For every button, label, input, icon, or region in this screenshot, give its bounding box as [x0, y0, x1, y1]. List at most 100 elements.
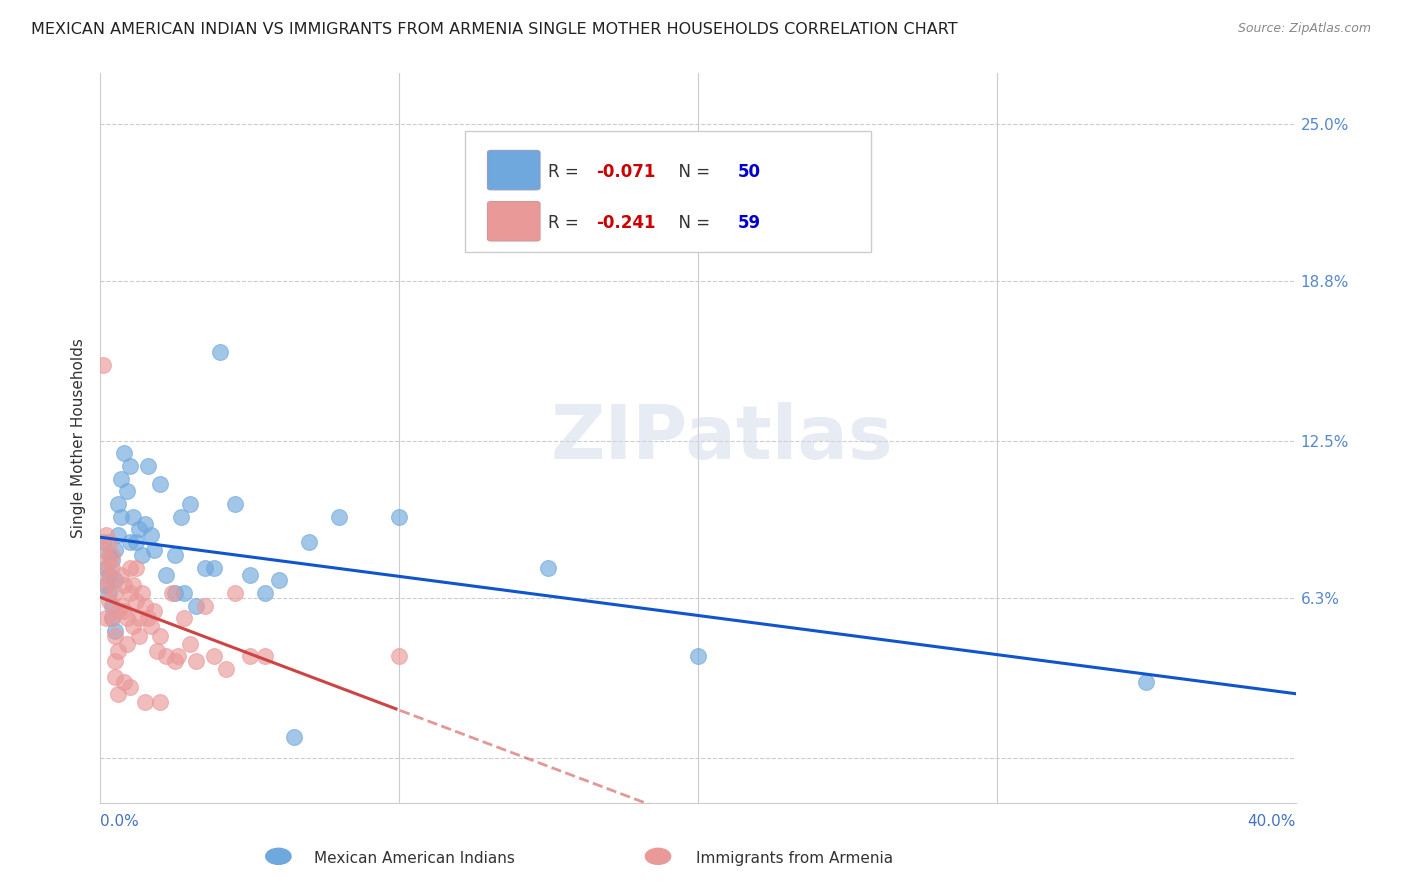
Point — [125, 593, 148, 607]
FancyBboxPatch shape — [465, 131, 872, 252]
Point — [94, 578, 117, 592]
Point — [115, 637, 138, 651]
Point — [98, 568, 121, 582]
Point — [208, 345, 231, 359]
Point — [202, 560, 225, 574]
Point — [104, 670, 127, 684]
Point — [118, 560, 141, 574]
Point — [101, 560, 124, 574]
Point — [1135, 674, 1157, 689]
Point — [115, 484, 138, 499]
Point — [112, 604, 135, 618]
Text: -0.071: -0.071 — [596, 162, 655, 180]
Point — [194, 560, 217, 574]
Point — [107, 604, 129, 618]
Point — [112, 578, 135, 592]
Point — [388, 649, 411, 664]
Point — [238, 649, 260, 664]
Point — [104, 624, 127, 638]
Point — [110, 568, 132, 582]
Point — [94, 560, 117, 574]
Point — [224, 586, 246, 600]
Point — [110, 599, 132, 613]
Point — [118, 459, 141, 474]
Point — [94, 560, 117, 574]
Point — [112, 446, 135, 460]
Point — [155, 649, 177, 664]
Text: Mexican American Indians: Mexican American Indians — [315, 851, 515, 865]
Point — [184, 599, 207, 613]
Text: 0.0%: 0.0% — [100, 814, 139, 829]
Point — [101, 599, 124, 613]
Point — [173, 586, 195, 600]
Point — [139, 527, 162, 541]
Text: ZIPatlas: ZIPatlas — [551, 401, 893, 475]
Point — [122, 509, 145, 524]
Point — [173, 611, 195, 625]
Point — [104, 573, 127, 587]
Point — [134, 695, 156, 709]
Point — [142, 604, 165, 618]
Point — [179, 497, 201, 511]
Point — [122, 619, 145, 633]
Text: N =: N = — [668, 214, 716, 232]
Point — [131, 586, 153, 600]
Point — [104, 654, 127, 668]
Point — [98, 553, 121, 567]
Point — [118, 680, 141, 694]
Point — [98, 573, 121, 587]
Point — [125, 560, 148, 574]
Point — [283, 731, 305, 745]
Text: R =: R = — [548, 162, 585, 180]
Point — [128, 523, 150, 537]
Point — [686, 649, 709, 664]
Point — [98, 586, 121, 600]
Point — [163, 654, 186, 668]
Point — [125, 535, 148, 549]
Point — [104, 586, 127, 600]
Point — [149, 476, 172, 491]
Point — [101, 611, 124, 625]
Point — [134, 599, 156, 613]
Point — [104, 542, 127, 557]
Point — [107, 527, 129, 541]
Point — [149, 629, 172, 643]
Point — [136, 611, 159, 625]
Point — [112, 674, 135, 689]
Point — [298, 535, 321, 549]
Point — [107, 644, 129, 658]
Point — [107, 497, 129, 511]
Point — [146, 644, 169, 658]
Point — [101, 548, 124, 562]
Point — [149, 695, 172, 709]
FancyBboxPatch shape — [488, 151, 540, 190]
Point — [170, 509, 193, 524]
Point — [122, 578, 145, 592]
Point — [163, 586, 186, 600]
Point — [388, 509, 411, 524]
Point — [98, 548, 121, 562]
Point — [128, 611, 150, 625]
Point — [238, 568, 260, 582]
Point — [194, 599, 217, 613]
Text: 59: 59 — [737, 214, 761, 232]
Point — [136, 459, 159, 474]
Point — [98, 593, 121, 607]
Point — [142, 542, 165, 557]
Point — [328, 509, 350, 524]
Point — [110, 509, 132, 524]
Point — [110, 472, 132, 486]
Point — [269, 573, 291, 587]
Point — [94, 578, 117, 592]
Point — [107, 687, 129, 701]
Y-axis label: Single Mother Households: Single Mother Households — [72, 338, 86, 538]
FancyBboxPatch shape — [488, 202, 540, 241]
Text: -0.241: -0.241 — [596, 214, 655, 232]
Point — [131, 548, 153, 562]
Text: N =: N = — [668, 162, 716, 180]
Point — [94, 527, 117, 541]
Point — [118, 586, 141, 600]
Point — [91, 358, 114, 372]
Point — [101, 611, 124, 625]
Point — [91, 542, 114, 557]
